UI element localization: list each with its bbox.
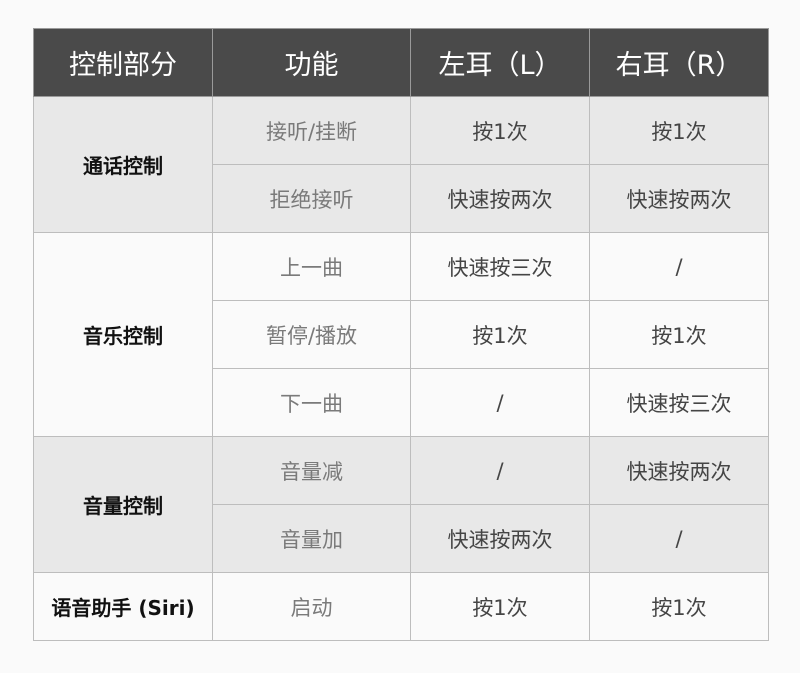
controls-table: 控制部分 功能 左耳（L） 右耳（R） 通话控制 接听/挂断 按1次 按1次 拒…: [33, 28, 769, 641]
header-left-ear: 左耳（L）: [410, 28, 590, 97]
table-row: 音乐控制 上一曲 快速按三次 /: [33, 232, 769, 437]
left-cell: 按1次: [410, 96, 590, 165]
right-cell: 按1次: [589, 96, 769, 165]
table-row: 拒绝接听 快速按两次 快速按两次: [34, 164, 769, 233]
function-cell: 暂停/播放: [212, 300, 411, 369]
function-cell: 下一曲: [212, 368, 411, 437]
table-row: 暂停/播放 按1次 按1次: [34, 300, 769, 369]
left-cell: /: [410, 436, 590, 505]
function-cell: 拒绝接听: [212, 164, 411, 233]
function-cell: 上一曲: [212, 232, 411, 301]
table-row: 下一曲 / 快速按三次: [34, 368, 769, 437]
left-cell: 按1次: [410, 300, 590, 369]
table-row: 语音助手 (Siri) 启动 按1次 按1次: [33, 572, 769, 641]
right-cell: 按1次: [589, 572, 769, 641]
function-cell: 接听/挂断: [212, 96, 411, 165]
left-cell: 快速按三次: [410, 232, 590, 301]
header-row: 控制部分 功能 左耳（L） 右耳（R）: [33, 28, 769, 97]
right-cell: 按1次: [589, 300, 769, 369]
table-row: 音量加 快速按两次 /: [34, 504, 769, 573]
function-cell: 启动: [212, 572, 411, 641]
group-label: 音乐控制: [33, 232, 213, 437]
table-row: 音量控制 音量减 / 快速按两次: [33, 436, 769, 573]
table-row: 通话控制 接听/挂断 按1次 按1次: [33, 96, 769, 233]
right-cell: 快速按三次: [589, 368, 769, 437]
right-cell: /: [589, 232, 769, 301]
right-cell: 快速按两次: [589, 436, 769, 505]
left-cell: /: [410, 368, 590, 437]
function-cell: 音量减: [212, 436, 411, 505]
left-cell: 快速按两次: [410, 164, 590, 233]
header-control-part: 控制部分: [33, 28, 213, 97]
function-cell: 音量加: [212, 504, 411, 573]
left-cell: 按1次: [410, 572, 590, 641]
group-label: 音量控制: [33, 436, 213, 573]
header-right-ear: 右耳（R）: [589, 28, 769, 97]
right-cell: /: [589, 504, 769, 573]
right-cell: 快速按两次: [589, 164, 769, 233]
header-function: 功能: [212, 28, 411, 97]
left-cell: 快速按两次: [410, 504, 590, 573]
group-label: 语音助手 (Siri): [33, 572, 213, 641]
group-label: 通话控制: [33, 96, 213, 233]
